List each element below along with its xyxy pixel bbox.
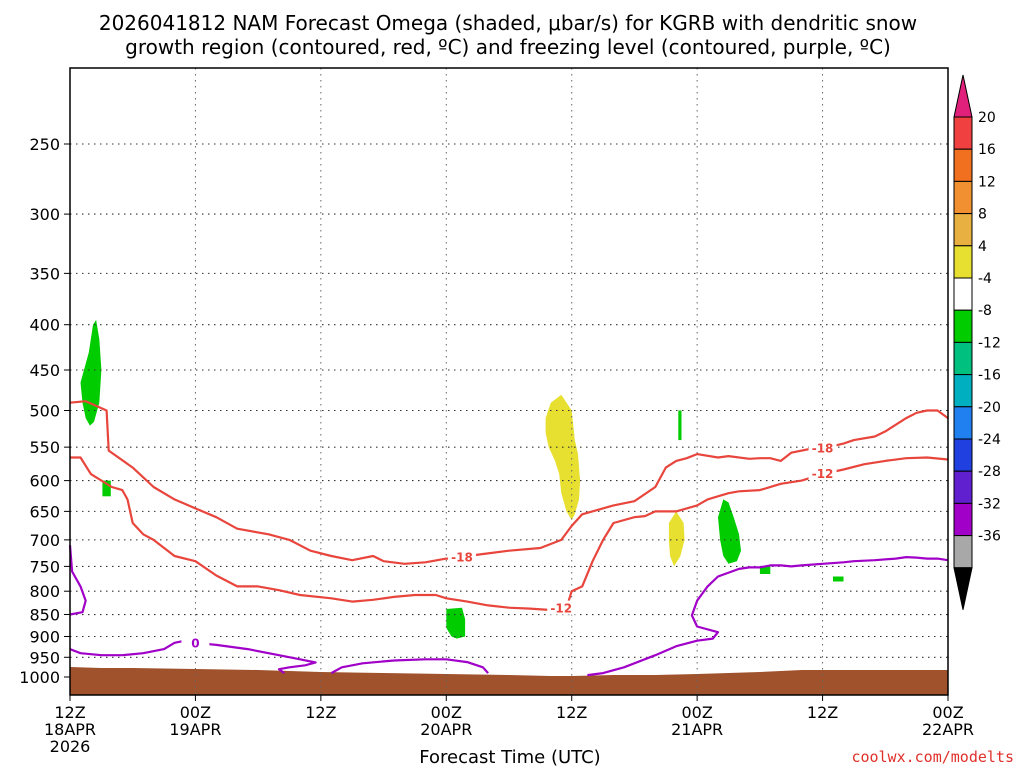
y-tick-label: 750 [29,557,60,576]
y-axis-tick-labels: 250 300 350 400 450 500 550 600 650 700 750 800 850 9… [19,135,70,687]
x-tick-label: 12Z [54,703,85,722]
colorbar-label: -16 [978,368,1001,384]
omega-shaded-region-4 [668,511,685,567]
contour-label: -18 [812,442,834,456]
omega-shaded-region-8 [833,576,844,582]
y-tick-label: 850 [29,606,60,625]
contour-label: -12 [550,602,572,616]
y-tick-label: 900 [29,627,60,646]
colorbar-swatch [953,406,973,440]
x-tick-label: 00Z [932,703,963,722]
x-tick-label: 20APR [420,720,472,739]
colorbar-top-arrow [953,74,973,118]
x-tick-label: 00Z [180,703,211,722]
colorbar-swatch [953,341,973,376]
contour-label-bg [547,600,576,615]
contour-line-1 [70,456,949,612]
contour-line-5 [587,556,949,677]
chart-title-line-2: growth region (contoured, red, ºC) and f… [125,35,891,59]
contour-label-bg [808,466,837,481]
plot-frame [69,67,949,696]
x-tick-label: 12Z [807,703,838,722]
temperature-contours: -18 -18 -12 -12 0 [68,400,949,677]
contour-label: -12 [812,467,834,481]
colorbar-swatch [953,374,973,408]
colorbar-label: 16 [978,142,996,158]
y-tick-label: 450 [29,361,60,380]
x-tick-label: 00Z [681,703,712,722]
colorbar-swatch [953,180,973,215]
y-tick-label: 800 [29,582,60,601]
terrain-ground [70,667,948,695]
colorbar-label: -32 [978,496,1001,512]
y-tick-label: 700 [29,531,60,550]
y-tick-label: 300 [29,205,60,224]
colorbar-swatch [953,148,973,182]
y-tick-label: 250 [29,135,60,154]
gridlines [69,68,948,695]
terrain-ground-layer [70,667,948,695]
colorbar-label: -8 [978,303,992,319]
x-tick-label: 19APR [169,720,221,739]
colorbar-label: 12 [978,174,996,190]
colorbar-bottom-arrow [953,567,973,610]
contour-label-bg [808,440,837,455]
x-tick-label: 12Z [556,703,587,722]
colorbar-swatch [953,535,973,569]
colorbar-label: 20 [978,110,996,126]
colorbar-label: -24 [978,432,1001,448]
omega-shaded-region-5 [678,410,682,441]
y-tick-label: 550 [29,438,60,457]
x-axis-label: Forecast Time (UTC) [419,747,600,768]
x-tick-label: 2026 [50,737,91,756]
y-tick-label: 950 [29,648,60,667]
omega-shaded-region-3 [545,394,581,521]
x-tick-label: 22APR [922,720,974,739]
omega-shaded-region-7 [759,566,771,574]
omega-shaded-region-6 [718,499,741,564]
colorbar-swatch [953,277,973,311]
colorbar: 20 16 12 8 4 -4 -8 -12 -16 -20 -24 -28 -32 -36 [953,74,1001,610]
colorbar-swatch [953,213,973,247]
colorbar-label: 8 [978,207,987,223]
colorbar-label: 4 [978,239,987,255]
credit-text: coolwx.com/modelts [851,748,1014,766]
colorbar-swatch [953,502,973,537]
x-tick-label: 12Z [305,703,336,722]
omega-shaded-region-2 [446,607,466,639]
contour-label-bg [447,549,476,564]
x-tick-label: 00Z [431,703,462,722]
x-tick-label: 21APR [671,720,723,739]
x-tick-label: 18APR [44,720,96,739]
colorbar-label: -28 [978,464,1001,480]
contour-label-bg [181,635,210,650]
y-tick-label: 650 [29,502,60,521]
colorbar-swatch [953,245,973,279]
y-tick-label: 350 [29,264,60,283]
contour-line-3 [68,545,87,616]
colorbar-label: -36 [978,529,1001,545]
contour-label: -18 [451,551,473,565]
colorbar-label: -20 [978,400,1001,416]
colorbar-label: -12 [978,335,1001,351]
colorbar-swatch [953,470,973,504]
contour-line-4 [330,658,489,675]
colorbar-swatch [953,309,973,343]
colorbar-swatch [953,116,973,150]
y-tick-label: 1000 [19,668,60,687]
colorbar-swatch [953,438,973,472]
colorbar-label: -4 [978,271,992,287]
omega-shaded-region-0 [80,319,102,426]
chart-title-line-1: 2026041812 NAM Forecast Omega (shaded, μ… [99,11,917,35]
y-tick-label: 600 [29,472,60,491]
y-tick-label: 400 [29,316,60,335]
y-tick-label: 500 [29,402,60,421]
contour-label: 0 [191,637,199,651]
